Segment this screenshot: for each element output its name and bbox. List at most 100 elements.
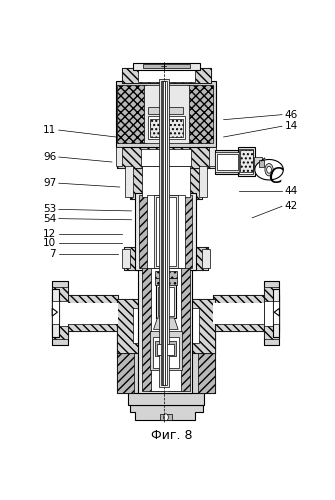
Bar <box>117 298 214 352</box>
Bar <box>160 414 172 420</box>
Bar <box>240 160 261 165</box>
Bar <box>135 193 196 270</box>
Bar <box>198 300 214 393</box>
Bar <box>128 391 204 404</box>
Text: 11: 11 <box>43 125 56 135</box>
Bar <box>117 300 134 393</box>
Bar <box>264 300 279 326</box>
Bar <box>273 302 279 324</box>
Bar <box>273 289 279 337</box>
Bar <box>213 302 279 324</box>
Bar <box>238 146 255 176</box>
Bar <box>52 300 68 326</box>
Bar <box>124 246 208 270</box>
Bar <box>199 166 207 196</box>
Polygon shape <box>130 404 203 420</box>
Bar <box>117 298 214 352</box>
Text: 53: 53 <box>43 204 56 214</box>
Bar <box>116 81 216 146</box>
Bar <box>130 164 202 198</box>
Bar <box>160 81 167 386</box>
Bar <box>156 284 176 318</box>
Circle shape <box>265 164 273 176</box>
Bar <box>239 148 254 174</box>
Bar <box>141 148 191 166</box>
Polygon shape <box>274 308 279 316</box>
Bar <box>155 272 177 278</box>
Bar <box>52 302 59 324</box>
Bar <box>122 68 211 83</box>
Bar <box>52 287 68 339</box>
Bar <box>158 287 174 316</box>
Bar <box>147 194 185 268</box>
Bar <box>68 302 119 324</box>
Bar <box>156 196 176 266</box>
Bar <box>153 194 178 268</box>
Bar <box>215 152 240 172</box>
Text: 10: 10 <box>43 238 56 248</box>
Bar <box>150 118 183 137</box>
Polygon shape <box>255 160 283 180</box>
Bar <box>117 300 214 393</box>
Bar <box>133 62 200 70</box>
Bar <box>264 282 279 345</box>
Bar <box>217 154 238 170</box>
Text: 42: 42 <box>285 202 298 211</box>
Bar <box>240 150 253 172</box>
Bar <box>157 344 174 354</box>
Bar <box>116 146 122 166</box>
Bar <box>163 81 165 386</box>
Bar <box>259 160 264 166</box>
Bar <box>209 146 216 166</box>
Polygon shape <box>153 318 178 330</box>
Bar <box>133 308 199 343</box>
Bar <box>117 144 214 168</box>
Bar <box>142 166 190 196</box>
Text: 97: 97 <box>43 178 56 188</box>
Bar <box>142 248 164 391</box>
Text: 96: 96 <box>43 152 56 162</box>
Bar <box>52 302 117 324</box>
Bar <box>213 295 279 332</box>
Bar <box>125 166 133 196</box>
Bar <box>122 248 130 268</box>
Bar <box>122 68 211 83</box>
Bar <box>213 295 279 332</box>
Polygon shape <box>52 308 58 316</box>
Bar <box>214 150 241 174</box>
Text: 14: 14 <box>285 121 298 131</box>
Bar <box>117 144 214 168</box>
Bar <box>159 79 169 387</box>
Bar <box>151 248 181 391</box>
Bar <box>155 341 176 356</box>
Text: Фиг. 8: Фиг. 8 <box>151 429 192 442</box>
Bar <box>139 194 192 268</box>
Bar <box>187 85 213 143</box>
Bar <box>162 81 165 386</box>
Text: 46: 46 <box>285 110 298 120</box>
Text: 44: 44 <box>285 186 298 196</box>
Bar <box>150 332 182 370</box>
Bar <box>138 70 195 82</box>
Bar <box>202 248 210 268</box>
Bar <box>264 287 279 339</box>
Bar <box>52 282 68 345</box>
Bar <box>52 289 59 337</box>
Bar <box>52 295 119 332</box>
Text: 54: 54 <box>43 214 56 224</box>
Bar <box>254 157 262 168</box>
Bar <box>143 64 190 68</box>
Bar <box>144 85 189 143</box>
Bar <box>153 337 179 368</box>
Text: 12: 12 <box>43 229 56 239</box>
Text: 7: 7 <box>50 250 56 260</box>
Text: C: C <box>268 168 282 188</box>
Bar <box>52 295 119 332</box>
Bar <box>117 85 146 143</box>
Bar <box>148 107 165 114</box>
Bar <box>124 246 208 270</box>
Circle shape <box>163 414 168 420</box>
Bar <box>166 107 183 114</box>
Bar <box>168 248 190 391</box>
Bar <box>213 302 264 324</box>
